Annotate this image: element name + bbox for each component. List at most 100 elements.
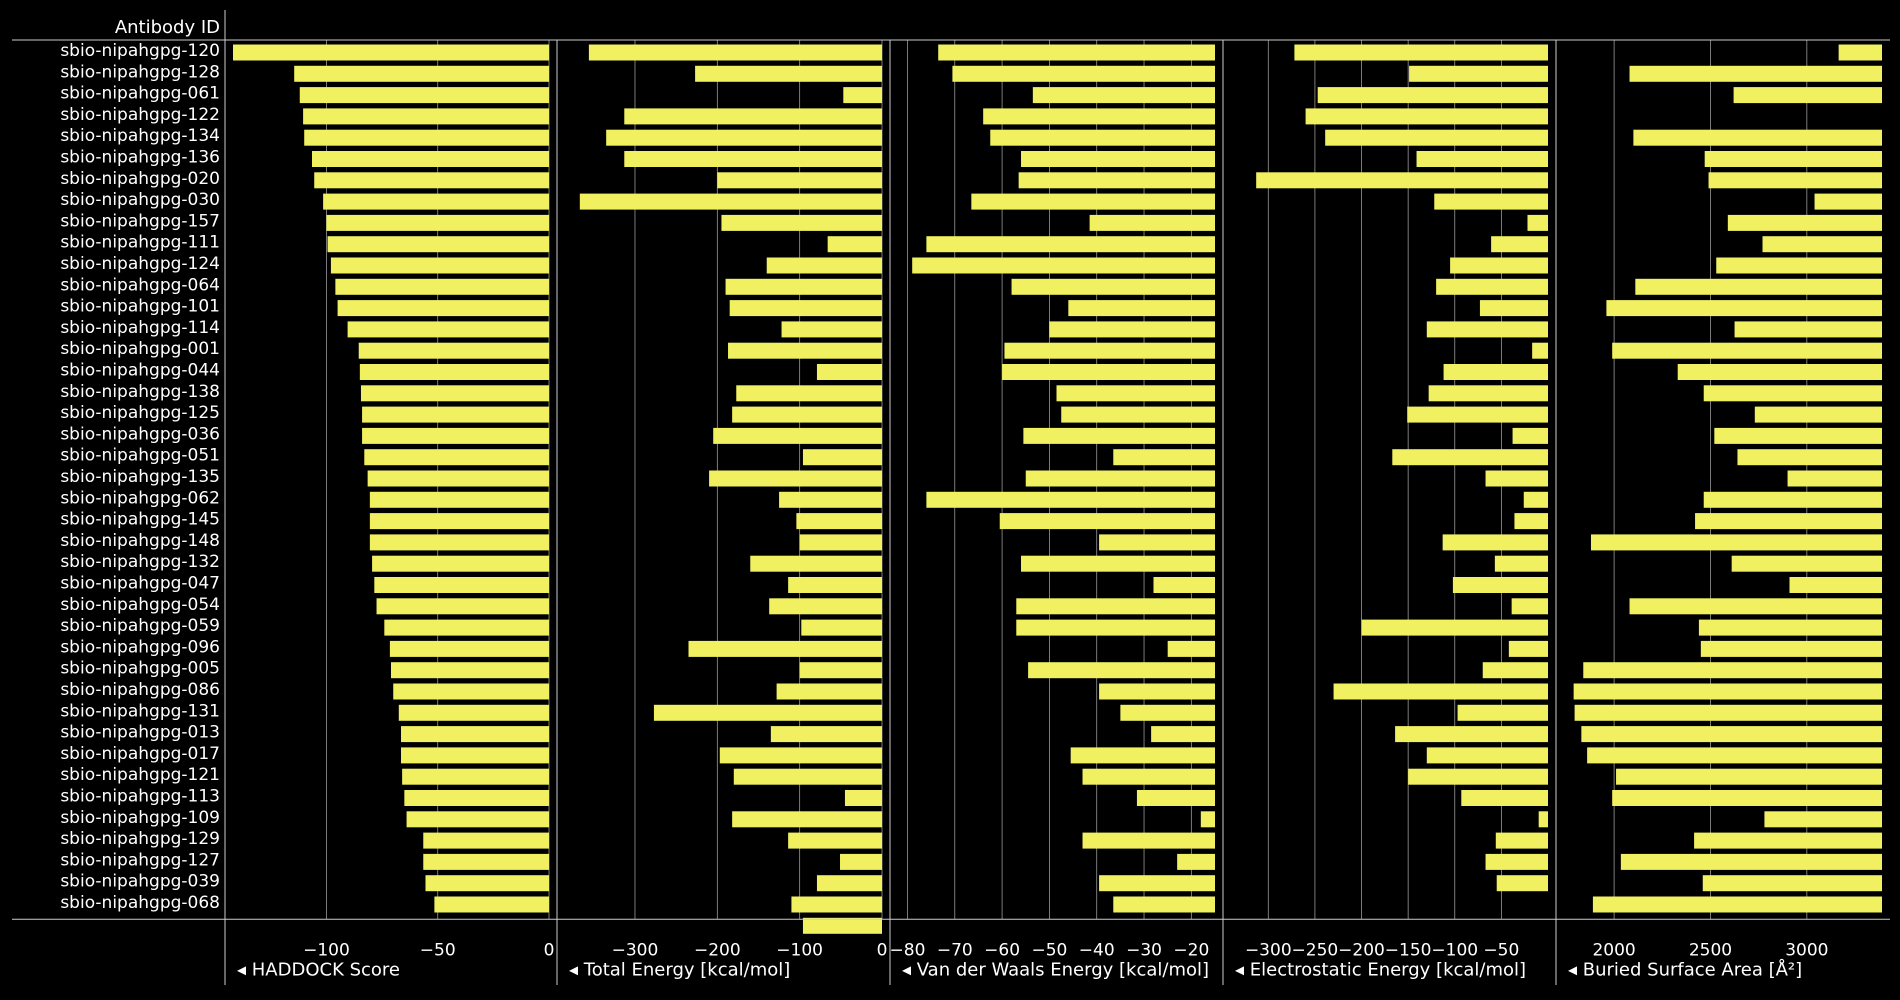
axis-title: ◂ Van der Waals Energy [kcal/mol] bbox=[902, 959, 1209, 980]
bar bbox=[799, 534, 882, 551]
bar bbox=[728, 342, 882, 359]
bar bbox=[391, 662, 549, 679]
bar bbox=[1700, 640, 1882, 657]
bar bbox=[1089, 214, 1215, 231]
bar bbox=[1612, 790, 1882, 806]
tick-label: −200 bbox=[694, 940, 741, 960]
bar bbox=[1733, 87, 1882, 104]
bar bbox=[401, 726, 549, 743]
bar bbox=[1764, 811, 1882, 828]
bar bbox=[1482, 662, 1548, 679]
bar bbox=[1325, 129, 1548, 146]
row-label: sbio-nipahgpg-020 bbox=[60, 169, 220, 189]
bar bbox=[1426, 747, 1548, 764]
bar bbox=[719, 747, 882, 764]
row-label: sbio-nipahgpg-121 bbox=[60, 765, 220, 785]
bar bbox=[376, 598, 549, 615]
row-label: sbio-nipahgpg-054 bbox=[60, 595, 220, 615]
bar bbox=[1407, 406, 1548, 423]
bar bbox=[393, 683, 549, 700]
bar bbox=[938, 44, 1215, 61]
row-label: sbio-nipahgpg-001 bbox=[60, 339, 220, 359]
bar bbox=[769, 598, 882, 615]
bar bbox=[434, 896, 549, 913]
tick-label: 3000 bbox=[1785, 940, 1828, 960]
bar bbox=[717, 172, 882, 189]
bar bbox=[1167, 640, 1215, 657]
row-header: Antibody ID bbox=[115, 17, 220, 38]
bar bbox=[766, 257, 882, 274]
bar bbox=[1704, 151, 1882, 167]
row-label: sbio-nipahgpg-061 bbox=[60, 84, 220, 104]
bar bbox=[688, 640, 882, 657]
bar bbox=[732, 811, 882, 828]
bar bbox=[1450, 257, 1548, 274]
bar bbox=[1527, 214, 1548, 231]
bar bbox=[1011, 278, 1215, 295]
bar bbox=[1409, 65, 1548, 82]
bar bbox=[1703, 491, 1882, 508]
bar bbox=[423, 832, 549, 849]
bar bbox=[1511, 598, 1548, 615]
bar bbox=[1581, 726, 1882, 743]
bar bbox=[999, 513, 1215, 530]
bar bbox=[1698, 619, 1882, 636]
bar bbox=[1021, 151, 1215, 167]
tick-label: −40 bbox=[1079, 940, 1115, 960]
bar bbox=[294, 65, 549, 82]
bar bbox=[1523, 491, 1548, 508]
bar bbox=[729, 300, 882, 317]
row-label: sbio-nipahgpg-127 bbox=[60, 850, 220, 870]
bar bbox=[1479, 300, 1548, 317]
bar bbox=[362, 427, 549, 444]
bar bbox=[1061, 406, 1215, 423]
bar bbox=[1016, 619, 1215, 636]
bar bbox=[314, 172, 549, 189]
bar bbox=[1496, 875, 1548, 892]
bar bbox=[816, 364, 882, 380]
bar bbox=[1049, 321, 1215, 338]
bar bbox=[1508, 640, 1548, 657]
bar bbox=[1392, 449, 1548, 466]
bar bbox=[788, 577, 882, 593]
tick-label: −100 bbox=[303, 940, 350, 960]
bar bbox=[799, 662, 882, 679]
bar bbox=[1099, 534, 1215, 551]
bar bbox=[1025, 470, 1215, 487]
row-label: sbio-nipahgpg-145 bbox=[60, 510, 220, 530]
row-label: sbio-nipahgpg-036 bbox=[60, 424, 220, 444]
bar bbox=[1677, 364, 1882, 380]
bar bbox=[358, 342, 549, 359]
bar bbox=[840, 853, 882, 870]
bar bbox=[1136, 790, 1215, 806]
bar bbox=[398, 704, 549, 721]
bar bbox=[695, 65, 882, 82]
bars bbox=[233, 44, 1882, 934]
bar bbox=[926, 491, 1215, 508]
bar bbox=[1789, 577, 1882, 593]
bar bbox=[1737, 449, 1882, 466]
tick-label: −300 bbox=[612, 940, 659, 960]
bar bbox=[1714, 427, 1882, 444]
bar bbox=[1032, 87, 1215, 104]
tick-label: 2500 bbox=[1689, 940, 1732, 960]
axis-title: ◂ Buried Surface Area [Å²] bbox=[1568, 958, 1802, 980]
bar bbox=[327, 236, 549, 253]
bar bbox=[1002, 364, 1215, 380]
tick-label: −80 bbox=[890, 940, 926, 960]
bar bbox=[1592, 896, 1882, 913]
bar bbox=[1494, 555, 1548, 572]
bar bbox=[736, 385, 882, 402]
bar bbox=[1333, 683, 1548, 700]
bar bbox=[360, 385, 549, 402]
bar bbox=[1590, 534, 1882, 551]
bar bbox=[1716, 257, 1882, 274]
tick-label: −60 bbox=[984, 940, 1020, 960]
bar bbox=[952, 65, 1215, 82]
tick-label: −20 bbox=[1173, 940, 1209, 960]
bar bbox=[1495, 832, 1548, 849]
bar bbox=[1113, 896, 1215, 913]
row-label: sbio-nipahgpg-051 bbox=[60, 446, 220, 466]
tick-label: 2000 bbox=[1592, 940, 1635, 960]
bar bbox=[1512, 427, 1548, 444]
